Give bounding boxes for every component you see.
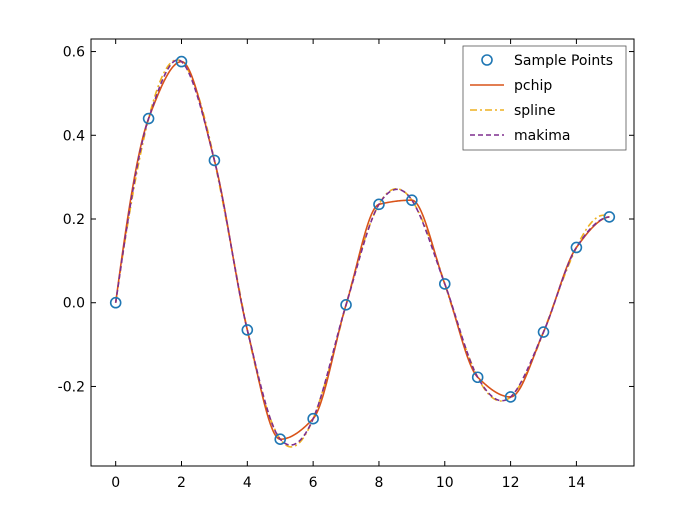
legend-label-pchip: pchip [514,78,552,94]
sample-point [241,324,254,336]
y-tick-label: 0.6 [63,45,85,61]
sample-point [406,194,418,206]
sample-point [142,112,155,125]
x-tick-label: 6 [309,475,318,491]
sample-point [504,391,517,403]
sample-point [570,241,583,254]
sample-point [373,198,385,211]
y-tick-label: -0.2 [58,379,85,395]
x-tick-label: 8 [374,475,383,491]
x-tick-label: 2 [177,475,186,491]
sample-point [537,326,550,338]
legend-label-spline: spline [514,103,555,119]
sample-point [175,55,188,68]
x-tick-label: 0 [111,475,120,491]
legend-label-makima: makima [514,128,570,144]
legend-label-sample-points: Sample Points [514,53,613,69]
sample-point [274,433,287,446]
series-line-makima [114,59,610,446]
sample-point [471,371,484,384]
sample-point [603,211,616,223]
y-tick-label: 0.2 [63,212,85,228]
axes-layer: 0 2 4 6 8 10 12 14 -0.2 0.0 0.2 0.4 0.6 [58,38,635,491]
x-tick-label: 14 [567,475,585,491]
sample-point [109,296,122,309]
x-tick-label: 12 [502,475,520,491]
sample-points-layer [109,55,616,446]
legend: Sample Points pchip spline makima [462,45,627,151]
plot-frame [90,38,635,467]
sample-point [307,412,319,425]
sample-point [208,154,221,167]
curves-layer [114,59,610,448]
legend-marker-sample-points [481,54,493,66]
x-tick-label: 10 [436,475,454,491]
y-tick-label: 0.4 [63,128,85,144]
x-tick-label: 4 [243,475,252,491]
y-tick-label: 0.0 [63,296,85,312]
sample-point [340,299,352,311]
sample-point [438,278,451,290]
